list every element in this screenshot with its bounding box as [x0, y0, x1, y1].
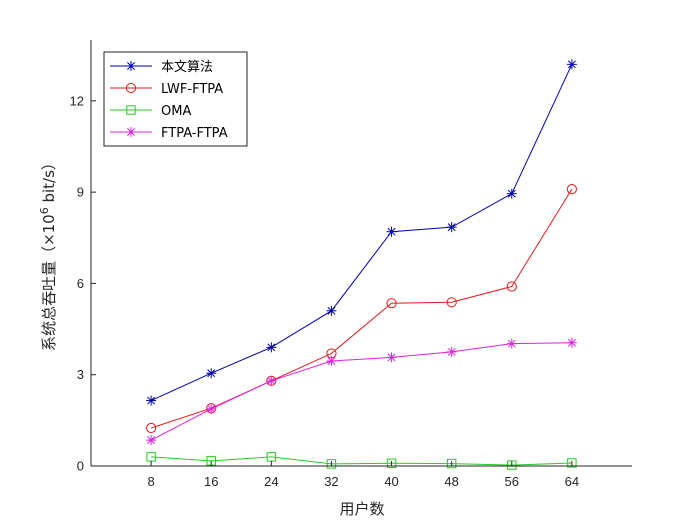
axes-layer: 8 16 24 32 40 48 56 64 0 3 6 9 12: [70, 40, 632, 489]
x-tick-label-2: 24: [264, 474, 278, 489]
data-point-s1-7: [566, 184, 577, 195]
legend-marker-1: [125, 82, 137, 94]
data-point-s0-4: [386, 226, 397, 237]
series-line-2: [151, 456, 572, 466]
data-point-s2-7: [567, 458, 577, 468]
legend: 本文算法 LWF-FTPA OMA FTPA-FTPA: [103, 51, 248, 147]
x-axis-label: 用户数: [339, 500, 384, 518]
y-tick-label-4: 12: [70, 93, 84, 108]
data-point-s1-0: [146, 422, 157, 434]
data-point-s2-3: [326, 459, 337, 469]
legend-label-1: LWF-FTPA: [161, 82, 223, 97]
x-tick-label-3: 32: [324, 474, 338, 489]
y-axis-label-exponent: 6: [38, 207, 51, 214]
legend-marker-3: [126, 127, 136, 137]
data-point-s0-6: [506, 188, 517, 199]
x-tick-label-6: 56: [505, 474, 519, 489]
legend-label-0: 本文算法: [161, 60, 213, 75]
data-point-s0-1: [206, 368, 217, 379]
y-axis-label-unit: bit/s）: [40, 155, 58, 207]
data-point-s1-4: [386, 298, 397, 309]
data-point-s3-3: [326, 356, 337, 367]
data-point-s0-2: [266, 342, 277, 353]
y-tick-label-0: 0: [77, 459, 84, 474]
y-tick-label-3: 9: [77, 185, 84, 200]
data-point-s1-6: [506, 281, 517, 292]
legend-marker-0: [126, 61, 136, 71]
series-line-0: [150, 64, 573, 402]
data-point-s3-2: [266, 375, 277, 386]
data-point-s0-5: [446, 222, 457, 233]
data-point-s2-5: [446, 458, 457, 469]
data-point-s3-4: [386, 352, 397, 363]
data-point-s0-0: [146, 395, 157, 406]
x-tick-label-5: 48: [444, 474, 458, 489]
y-tick-label-2: 6: [77, 276, 84, 291]
y-axis-label-main: 系统总吞吐量（×10: [40, 214, 58, 351]
x-tick-label-0: 8: [147, 474, 154, 489]
data-point-s1-5: [446, 297, 457, 308]
legend-label-2: OMA: [161, 104, 191, 119]
x-tick-label-1: 16: [204, 474, 218, 489]
data-point-s3-7: [566, 337, 577, 348]
data-point-s3-1: [206, 403, 217, 414]
data-point-s0-7: [566, 59, 577, 70]
legend-label-3: FTPA-FTPA: [161, 126, 228, 141]
data-point-s3-0: [146, 435, 157, 446]
data-point-s2-6: [507, 460, 517, 470]
data-point-s3-5: [446, 346, 457, 357]
data-point-s0-3: [326, 305, 337, 316]
series-layer: [146, 59, 577, 470]
y-tick-label-1: 3: [77, 367, 84, 382]
x-tick-label-4: 40: [384, 474, 398, 489]
y-axis-label: 系统总吞吐量（×106 bit/s）: [38, 155, 58, 351]
series-line-3: [150, 342, 572, 441]
legend-box: [103, 51, 248, 147]
x-tick-label-7: 64: [565, 474, 579, 489]
data-point-s2-4: [386, 458, 397, 468]
data-point-s3-6: [506, 338, 517, 349]
legend-marker-2: [126, 105, 136, 115]
